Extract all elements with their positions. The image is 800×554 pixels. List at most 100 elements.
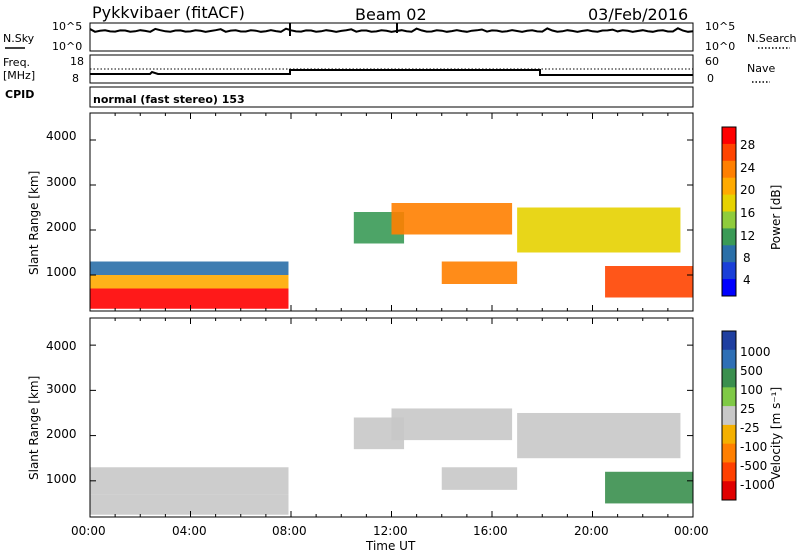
xtick-20: 20:00: [574, 524, 609, 538]
velocity-panel: 4000 3000 2000 1000 Slant Range [km] Vel…: [27, 317, 783, 518]
power-region-6: [517, 207, 681, 253]
velocity-cb-label-neg25: -25: [740, 421, 760, 435]
velocity-cbar-seg-3: [722, 387, 736, 407]
power-colorbar-title: Power [dB]: [769, 185, 783, 250]
velocity-cbar-seg-7: [722, 462, 736, 482]
power-cbar-seg-1: [722, 143, 736, 162]
power-cbar-seg-6: [722, 228, 736, 246]
freq-right-tick-bottom: 0: [707, 72, 714, 85]
power-region-7: [605, 266, 693, 298]
power-cbar-seg-7: [722, 245, 736, 263]
power-ytick-3000: 3000: [46, 175, 77, 189]
noise-right-tick-top: 10^5: [705, 20, 735, 33]
xaxis-label: Time UT: [365, 539, 416, 553]
power-cbar-seg-8: [722, 262, 736, 280]
velocity-cbar-seg-8: [722, 481, 736, 501]
velocity-region-5: [517, 412, 681, 459]
power-cbar-seg-0: [722, 127, 736, 145]
velocity-cbar-seg-2: [722, 368, 736, 388]
power-cbar-seg-5: [722, 211, 736, 229]
noise-left-tick-bottom: 10^0: [52, 40, 82, 53]
xtick-00: 00:00: [71, 524, 106, 538]
power-region-0: [90, 288, 289, 309]
xtick-24: 00:00: [674, 524, 709, 538]
velocity-cbar-seg-5: [722, 424, 736, 445]
velocity-cb-label-neg500: -500: [740, 459, 767, 473]
velocity-ytick-4000: 4000: [46, 339, 77, 353]
xtick-16: 16:00: [473, 524, 508, 538]
velocity-cb-label-100: 100: [740, 383, 763, 397]
noise-sky-label: N.Sky: [3, 32, 35, 45]
power-ylabel: Slant Range [km]: [27, 171, 41, 275]
velocity-axis-ticks: [89, 318, 694, 517]
power-region-2: [90, 261, 289, 275]
power-cb-label-4: 4: [743, 273, 751, 287]
freq-left-tick-top: 18: [70, 55, 84, 68]
power-cb-label-16: 16: [740, 206, 755, 220]
velocity-cbar-seg-4: [722, 406, 736, 426]
velocity-colorbar-title: Velocity [m s⁻¹]: [769, 387, 783, 480]
freq-right-tick-top: 60: [705, 55, 719, 68]
power-ytick-2000: 2000: [46, 220, 77, 234]
noise-search-label: N.Search: [747, 32, 797, 45]
cpid-frame: [89, 86, 694, 108]
xtick-08: 08:00: [272, 524, 307, 538]
date-title: 03/Feb/2016: [588, 5, 688, 24]
power-ytick-1000: 1000: [46, 265, 77, 279]
velocity-cbar-frame: [721, 330, 737, 501]
power-panel: 4000 3000 2000 1000 Slant Range [km] Pow…: [27, 112, 783, 312]
velocity-cbar-seg-6: [722, 443, 736, 463]
power-cbar-seg-2: [722, 160, 736, 179]
velocity-heatmap: [90, 408, 693, 515]
xtick-04: 04:00: [172, 524, 207, 538]
cpid-text: normal (fast stereo) 153: [93, 93, 245, 106]
velocity-region-1: [90, 467, 289, 495]
cpid-label: CPID: [5, 88, 34, 101]
velocity-region-0: [90, 494, 289, 515]
velocity-cb-label-1000: 1000: [740, 345, 771, 359]
freq-left-tick-bottom: 8: [72, 72, 79, 85]
velocity-colorbar: [721, 330, 737, 501]
velocity-ylabel: Slant Range [km]: [27, 376, 41, 480]
power-cb-label-24: 24: [740, 161, 755, 175]
xtick-12: 12:00: [373, 524, 408, 538]
x-axis: 00:00 04:00 08:00 12:00 16:00 20:00 00:0…: [71, 524, 709, 553]
station-title: Pykkvibaer (fitACF): [92, 3, 245, 22]
noise-sky-trace: [89, 27, 694, 33]
power-cb-label-12: 12: [740, 229, 755, 243]
noise-right-tick-bottom: 10^0: [705, 40, 735, 53]
power-cbar-seg-4: [722, 194, 736, 212]
velocity-region-3: [391, 408, 513, 441]
power-axis-ticks: [89, 113, 694, 311]
velocity-region-6: [605, 471, 693, 504]
noise-panel: N.Sky 10^5 10^0 10^5 10^0 N.Search: [3, 20, 797, 53]
velocity-ytick-1000: 1000: [46, 472, 77, 486]
beam-title: Beam 02: [355, 5, 427, 24]
freq-panel: Freq. [MHz] 18 8 60 0 Nave CPID: [3, 54, 775, 101]
noise-left-tick-top: 10^5: [52, 20, 82, 33]
power-colorbar: [721, 126, 737, 297]
velocity-cbar-seg-0: [722, 331, 736, 351]
power-cb-label-8: 8: [743, 251, 751, 265]
velocity-cbar-seg-1: [722, 349, 736, 370]
power-region-5: [441, 261, 518, 284]
power-cb-label-28: 28: [740, 138, 755, 152]
velocity-cb-label-neg1000: -1000: [740, 478, 775, 492]
power-region-4: [391, 203, 513, 235]
velocity-region-4: [441, 467, 518, 490]
power-region-1: [90, 275, 289, 289]
power-cbar-seg-3: [722, 177, 736, 196]
velocity-cb-label-500: 500: [740, 364, 763, 378]
power-cbar-frame: [721, 126, 737, 297]
velocity-ytick-2000: 2000: [46, 427, 77, 441]
noise-panel-frame: [89, 22, 694, 52]
freq-label-1: Freq.: [3, 56, 30, 69]
velocity-cb-label-neg100: -100: [740, 440, 767, 454]
power-heatmap: [90, 203, 693, 309]
nave-label: Nave: [747, 62, 775, 75]
velocity-cb-label-25: 25: [740, 402, 755, 416]
freq-label-2: [MHz]: [3, 69, 35, 82]
power-ytick-4000: 4000: [46, 129, 77, 143]
velocity-ytick-3000: 3000: [46, 382, 77, 396]
